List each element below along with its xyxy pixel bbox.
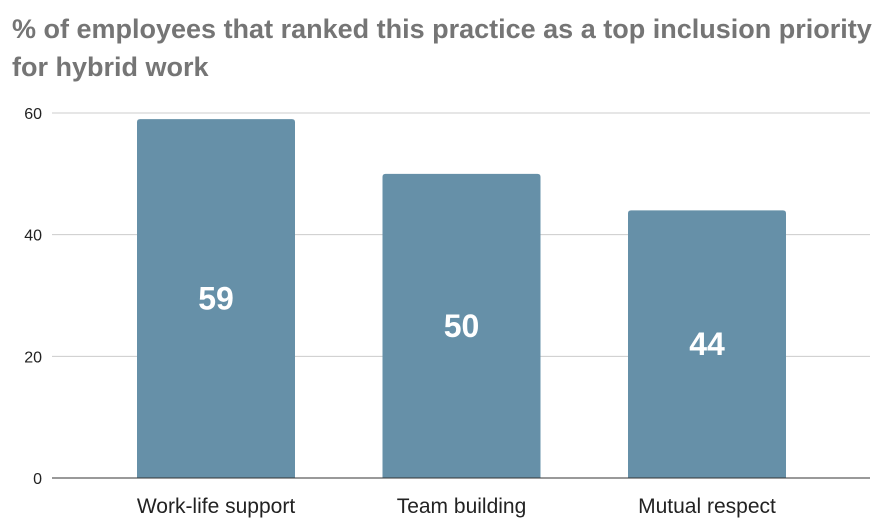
x-tick-label: Mutual respect	[638, 495, 776, 518]
y-tick-label: 0	[33, 471, 42, 488]
data-label: 44	[689, 326, 725, 362]
bar	[382, 173, 541, 479]
x-tick-label: Work-life support	[137, 495, 295, 518]
y-tick-label: 20	[24, 349, 42, 366]
y-tick-label: 40	[24, 228, 42, 245]
bar	[628, 210, 786, 479]
bar	[137, 119, 295, 478]
y-tick-label: 60	[24, 106, 42, 123]
data-label: 50	[444, 308, 480, 344]
data-label: 59	[198, 281, 234, 317]
chart-title: % of employees that ranked this practice…	[12, 14, 872, 82]
x-tick-label: Team building	[397, 495, 527, 518]
